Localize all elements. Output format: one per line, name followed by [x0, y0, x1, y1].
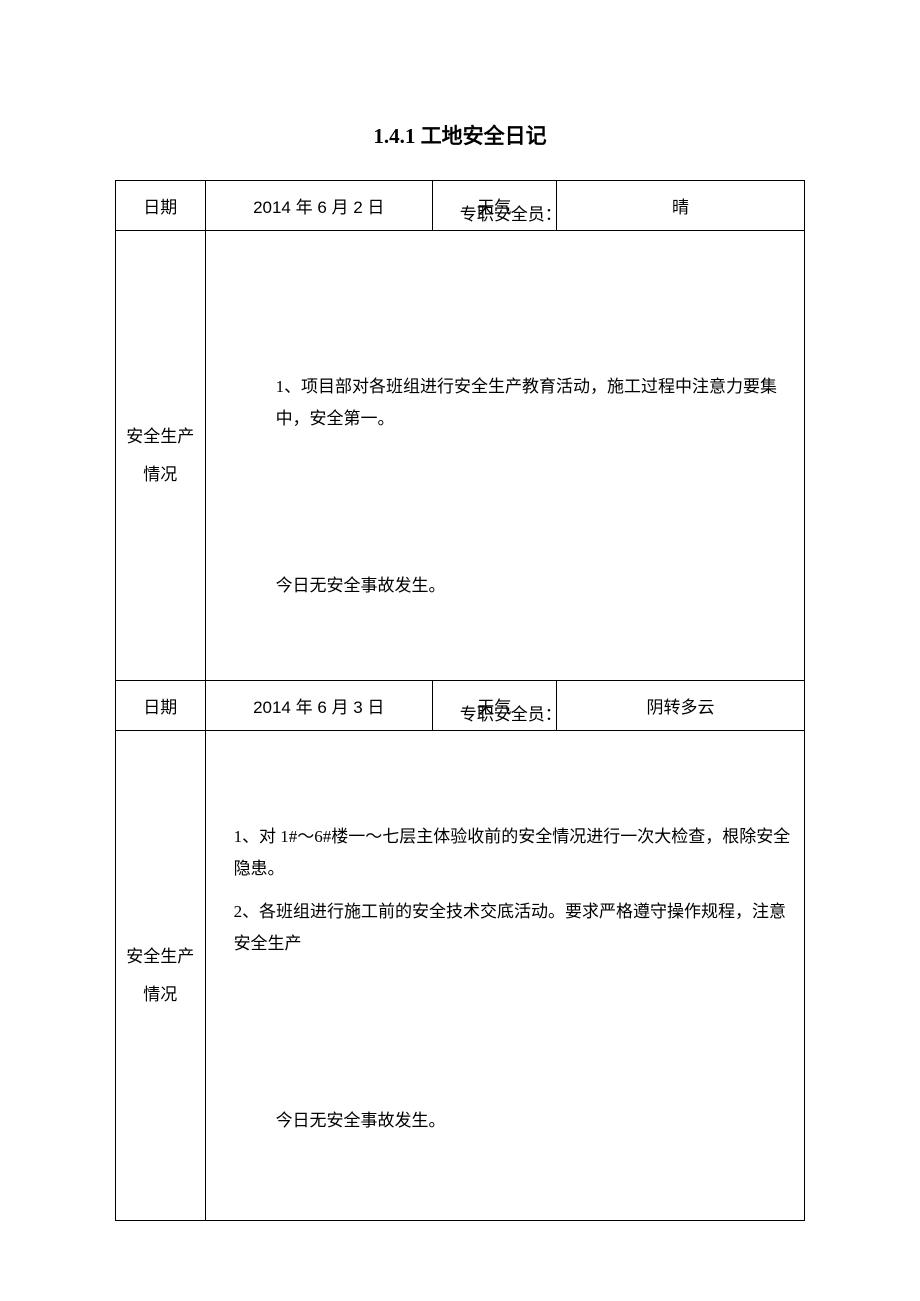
date-label: 日期	[116, 681, 206, 731]
entry-2-paragraph-1: 1、对 1#～6#楼一～七层主体验收前的安全情况进行一次大检查，根除安全隐患。	[234, 821, 794, 886]
weather-value-2: 阴转多云	[556, 681, 804, 731]
side-label-1: 安全生产情况	[116, 231, 206, 681]
document-title: 1.4.1 工地安全日记	[115, 120, 805, 150]
date-label: 日期	[116, 181, 206, 231]
entry-2-content-row: 安全生产情况 1、对 1#～6#楼一～七层主体验收前的安全情况进行一次大检查，根…	[116, 731, 805, 1221]
entry-1-signature: 专职安全员：	[460, 200, 562, 225]
safety-log-table: 日期 2014 年 6 月 2 日 天气 晴 安全生产情况 1、项目部对各班组进…	[115, 180, 805, 1221]
entry-1-content: 1、项目部对各班组进行安全生产教育活动，施工过程中注意力要集中，安全第一。 今日…	[205, 231, 804, 681]
entry-2-content: 1、对 1#～6#楼一～七层主体验收前的安全情况进行一次大检查，根除安全隐患。 …	[205, 731, 804, 1221]
entry-1-content-row: 安全生产情况 1、项目部对各班组进行安全生产教育活动，施工过程中注意力要集中，安…	[116, 231, 805, 681]
entry-1-paragraph: 1、项目部对各班组进行安全生产教育活动，施工过程中注意力要集中，安全第一。	[276, 371, 784, 436]
entry-1-no-accident: 今日无安全事故发生。	[276, 571, 446, 596]
entry-2-no-accident: 今日无安全事故发生。	[276, 1106, 446, 1131]
date-value-2: 2014 年 6 月 3 日	[205, 681, 432, 731]
entry-2-paragraph-2: 2、各班组进行施工前的安全技术交底活动。要求严格遵守操作规程，注意安全生产	[234, 896, 794, 961]
date-value-1: 2014 年 6 月 2 日	[205, 181, 432, 231]
weather-value-1: 晴	[556, 181, 804, 231]
entry-2-signature: 专职安全员：	[460, 700, 562, 725]
side-label-2: 安全生产情况	[116, 731, 206, 1221]
